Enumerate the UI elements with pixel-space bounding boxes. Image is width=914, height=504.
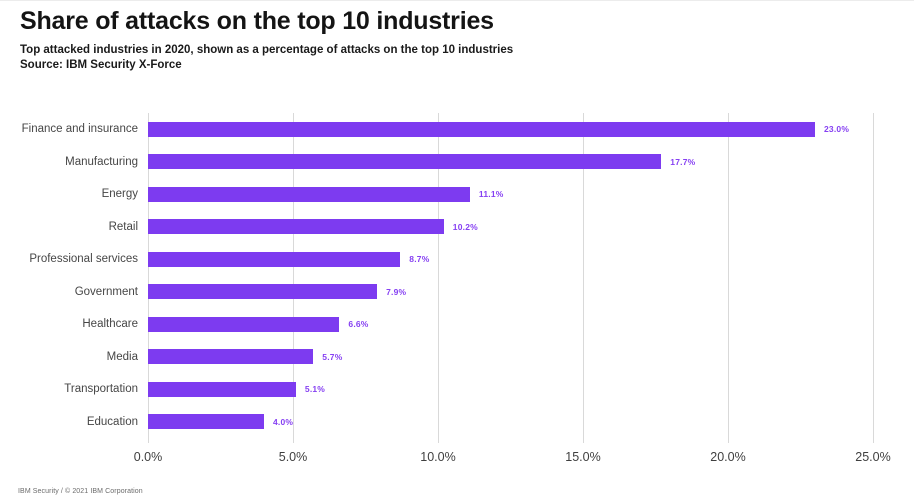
chart-header: Share of attacks on the top 10 industrie… (20, 6, 513, 71)
x-tick-label: 15.0% (565, 450, 601, 464)
gridline (873, 113, 874, 443)
bar-chart: Finance and insurance 23.0% Manufacturing 1… (22, 113, 891, 464)
category-label: Manufacturing (65, 155, 138, 168)
bar-value-label: 7.9% (386, 286, 407, 297)
x-tick-label: 5.0% (278, 450, 308, 464)
chart-row: Education 4.0% (87, 414, 873, 430)
bar (148, 121, 815, 137)
category-label: Education (86, 415, 138, 428)
gridline (438, 113, 439, 443)
gridline (293, 113, 294, 443)
chart-row: Professional services 8.7% (29, 251, 873, 267)
chart-source: Source: IBM Security X-Force (20, 59, 182, 72)
category-label: Media (106, 350, 138, 363)
chart-row: Healthcare 6.6% (82, 316, 873, 332)
bar-value-label: 4.0% (273, 416, 294, 427)
page-footer: IBM Security / © 2021 IBM Corporation (18, 488, 143, 495)
x-tick-label: 25.0% (855, 450, 891, 464)
category-label: Government (74, 285, 138, 298)
bar (148, 284, 378, 300)
bar (148, 349, 314, 365)
page-title: Share of attacks on the top 10 industrie… (20, 7, 494, 35)
category-label: Energy (101, 188, 138, 201)
bar-value-label: 5.7% (322, 351, 343, 362)
chart-rows: Finance and insurance 23.0% Manufacturing 1… (22, 113, 873, 438)
bar (148, 186, 470, 202)
bar (148, 219, 444, 235)
bar-value-label: 23.0% (824, 124, 850, 135)
bar-value-label: 17.7% (670, 156, 696, 167)
chart-row: Government 7.9% (75, 284, 873, 300)
gridline (728, 113, 729, 443)
category-label: Transportation (64, 383, 138, 396)
chart-row: Manufacturing 17.7% (65, 154, 873, 170)
gridline (148, 113, 149, 443)
gridlines-container (148, 113, 874, 443)
category-label: Retail (108, 220, 138, 233)
bar (148, 251, 401, 267)
bar (148, 154, 662, 170)
x-tick-label: 0.0% (133, 450, 163, 464)
chart-row: Energy 11.1% (102, 186, 873, 202)
category-label: Healthcare (82, 318, 138, 331)
chart-row: Transportation 5.1% (64, 381, 873, 397)
chart-row: Media 5.7% (107, 349, 873, 365)
chart-row: Retail 10.2% (109, 219, 873, 235)
bar (148, 381, 296, 397)
chart-subtitle: Top attacked industries in 2020, shown a… (20, 44, 514, 57)
bar (148, 414, 264, 430)
x-tick-label: 10.0% (420, 450, 456, 464)
gridline (583, 113, 584, 443)
category-label: Finance and insurance (21, 123, 138, 136)
bar-value-label: 8.7% (409, 254, 430, 265)
x-tick-label: 20.0% (710, 450, 746, 464)
bar-value-label: 5.1% (304, 384, 326, 395)
bar-value-label: 11.1% (478, 189, 504, 200)
chart-row: Finance and insurance 23.0% (22, 121, 873, 137)
bar (148, 316, 340, 332)
bar-value-label: 6.6% (348, 319, 369, 330)
bar-value-label: 10.2% (452, 221, 478, 232)
category-label: Professional services (29, 253, 138, 266)
